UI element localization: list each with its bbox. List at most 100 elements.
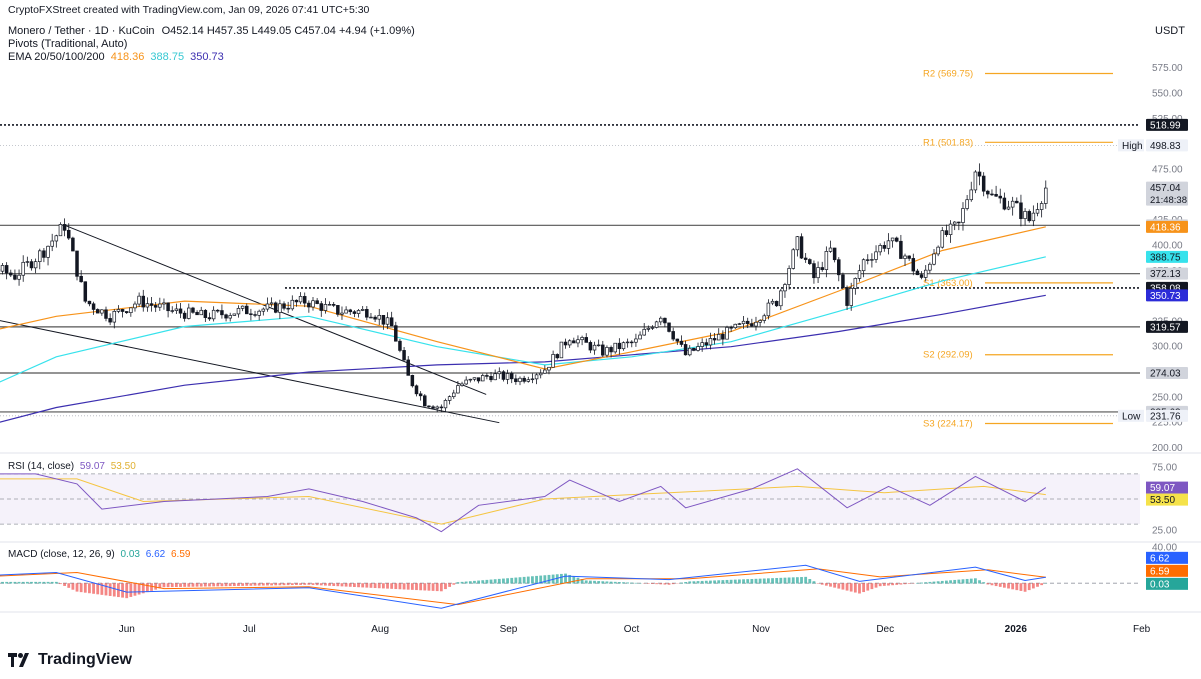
macd-badge xyxy=(1146,577,1188,590)
candle-body xyxy=(174,308,179,311)
macd-histogram-bar xyxy=(655,583,659,585)
macd-histogram-bar xyxy=(146,583,149,593)
candle-body xyxy=(708,338,713,346)
macd-histogram-bar xyxy=(998,583,1002,587)
macd-histogram-bar xyxy=(903,583,907,585)
macd-histogram-bar xyxy=(1031,583,1035,589)
candle-body xyxy=(290,299,295,310)
candle-body xyxy=(4,265,9,274)
candle-body xyxy=(178,308,183,314)
macd-histogram-bar xyxy=(709,580,712,584)
candle-body xyxy=(957,221,961,224)
macd-badge xyxy=(1146,551,1188,564)
candle-body xyxy=(741,320,746,325)
price-badge-label: 388.75 xyxy=(1150,252,1181,263)
candle-body xyxy=(489,376,493,381)
pivots-label[interactable]: Pivots (Traditional, Auto) xyxy=(8,38,128,50)
price-tick-label: 300.00 xyxy=(1152,342,1183,353)
macd-histogram-bar xyxy=(895,583,899,585)
macd-histogram-bar xyxy=(59,583,62,585)
macd-histogram-bar xyxy=(824,583,828,586)
macd-histogram-bar xyxy=(63,583,66,586)
price-badge xyxy=(1146,118,1188,131)
candle-body xyxy=(716,333,721,341)
x-tick-label: Aug xyxy=(371,624,389,635)
macd-histogram-bar xyxy=(46,581,50,584)
macd-histogram-bar xyxy=(1036,583,1039,587)
macd-histogram-bar xyxy=(882,583,886,586)
candle-body xyxy=(344,309,348,314)
candle-body xyxy=(414,385,419,395)
macd-histogram-bar xyxy=(924,582,928,584)
rsi-tick-label: 25.00 xyxy=(1152,525,1177,536)
macd-histogram-bar xyxy=(949,580,952,584)
macd-histogram-bar xyxy=(841,583,845,590)
macd-label[interactable]: MACD (close, 12, 26, 9) xyxy=(8,549,115,560)
rsi-line xyxy=(0,468,1047,533)
candle-body xyxy=(497,371,502,375)
price-badge xyxy=(1146,250,1188,263)
macd-histogram-bar xyxy=(452,583,456,585)
candle-body xyxy=(480,375,485,382)
macd-histogram-bar xyxy=(874,583,878,588)
macd-histogram-bar xyxy=(1040,583,1044,586)
tradingview-logo[interactable]: TradingView xyxy=(8,651,132,669)
macd-histogram-bar xyxy=(986,583,990,585)
macd-histogram-bar xyxy=(671,583,675,585)
ohlc-values: O452.14 H457.35 L449.05 C457.04 +4.94 (+… xyxy=(161,25,415,37)
candle-body xyxy=(307,302,311,308)
macd-histogram-bar xyxy=(208,583,211,587)
macd-histogram-bar xyxy=(663,583,667,585)
candle-body xyxy=(199,309,203,316)
candle-body xyxy=(485,375,489,377)
candle-body xyxy=(352,311,357,314)
macd-histogram-bar xyxy=(717,580,721,584)
macd-tick-label: 40.00 xyxy=(1152,542,1177,553)
symbol-name[interactable]: Monero / Tether · 1D · KuCoin xyxy=(8,25,155,37)
x-tick-label: Jul xyxy=(243,624,256,635)
macd-histogram-bar xyxy=(630,582,634,584)
macd-histogram-bar xyxy=(804,576,808,584)
price-tag-label: Low xyxy=(1122,411,1141,422)
macd-badge-label: 6.62 xyxy=(1150,553,1170,564)
candle-body xyxy=(824,251,829,270)
ema-label[interactable]: EMA 20/50/100/200 xyxy=(8,51,105,63)
candle-body xyxy=(236,308,241,315)
macd-histogram-bar xyxy=(969,578,973,584)
candle-body xyxy=(71,237,75,252)
candle-body xyxy=(687,347,692,356)
macd-histogram-bar xyxy=(961,579,965,584)
macd-histogram-bar xyxy=(42,581,46,584)
price-badge-label: 350.73 xyxy=(1150,291,1181,302)
candle-body xyxy=(783,284,787,292)
macd-histogram-bar xyxy=(245,583,249,586)
macd-histogram-bar xyxy=(907,583,911,584)
macd-histogram-bar xyxy=(858,583,861,594)
price-tick-label: 250.00 xyxy=(1152,392,1183,403)
macd-histogram-bar xyxy=(680,582,683,584)
macd-histogram-bar xyxy=(800,577,803,584)
macd-line xyxy=(0,564,1046,609)
candle-body xyxy=(894,237,899,242)
macd-histogram-bar xyxy=(88,583,91,594)
rsi-label[interactable]: RSI (14, close) xyxy=(8,461,75,472)
macd-histogram-bar xyxy=(79,583,83,593)
candle-body xyxy=(534,374,539,380)
candle-body xyxy=(853,278,858,289)
macd-histogram-bar xyxy=(936,581,940,584)
candle-body xyxy=(584,337,588,343)
candle-body xyxy=(410,375,415,387)
macd-histogram-bar xyxy=(332,583,336,586)
price-tick-label: 400.00 xyxy=(1152,240,1183,251)
macd-histogram-bar xyxy=(733,579,737,584)
macd-histogram-bar xyxy=(137,583,141,595)
price-badge xyxy=(1146,320,1188,333)
ema-100-value: 388.75 xyxy=(150,51,185,63)
price-badge xyxy=(1146,367,1188,380)
price-tick-label: 550.00 xyxy=(1152,89,1183,100)
macd-histogram-bar xyxy=(535,575,538,584)
macd-histogram-bar xyxy=(853,583,857,593)
candle-body xyxy=(315,300,319,304)
candle-body xyxy=(849,288,853,306)
candle-body xyxy=(861,259,866,272)
